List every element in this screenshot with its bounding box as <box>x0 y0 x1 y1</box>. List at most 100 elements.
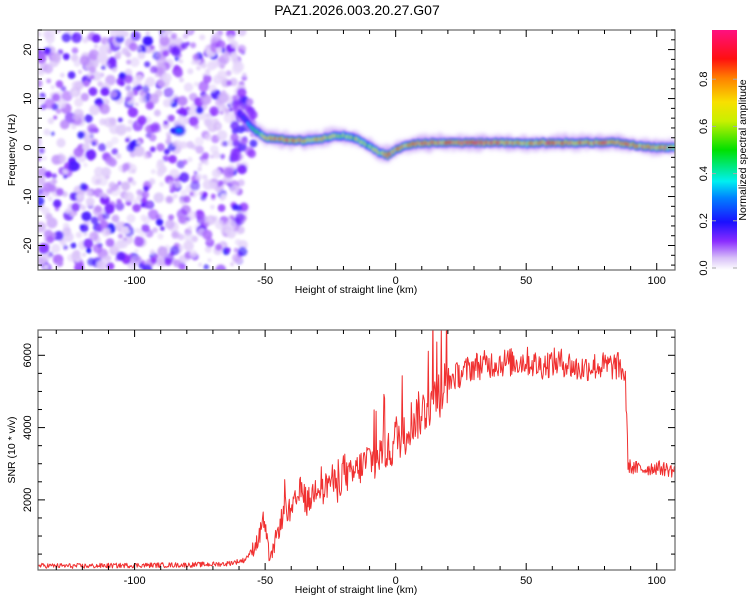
noise-blob <box>197 166 202 172</box>
noise-blob <box>189 191 195 197</box>
x-tick-label: 100 <box>648 575 666 587</box>
noise-blob <box>80 92 90 102</box>
noise-blob <box>115 221 124 230</box>
noise-blob <box>70 54 79 62</box>
noise-blob <box>38 221 47 233</box>
noise-blob <box>187 156 193 163</box>
noise-blob <box>216 47 223 54</box>
noise-blob <box>59 119 70 130</box>
noise-blob <box>194 136 204 146</box>
colorbar-tick-label: 0.6 <box>698 119 710 134</box>
noise-blob <box>81 252 87 257</box>
noise-blob <box>222 140 229 147</box>
noise-blob <box>168 154 177 164</box>
noise-blob <box>199 34 206 41</box>
noise-blob <box>46 78 52 84</box>
snr-panel: -100 -50 0 50 100 2000 4000 6000 Height of stra… <box>6 329 676 596</box>
noise-blob <box>67 71 76 79</box>
noise-blob <box>53 199 62 208</box>
noise-blob <box>92 243 103 254</box>
y-tick-label: 0 <box>22 144 34 150</box>
noise-blob <box>109 185 121 197</box>
noise-blob <box>171 231 179 239</box>
noise-blob <box>89 231 99 241</box>
noise-blob <box>50 131 55 136</box>
noise-blob <box>148 178 156 185</box>
noise-blob <box>220 197 225 202</box>
noise-blob <box>126 214 136 223</box>
snr-frame <box>37 329 676 571</box>
noise-blob <box>60 72 65 78</box>
noise-blob <box>98 143 107 152</box>
noise-blob <box>137 115 147 126</box>
colorbar-tick-label: 0.4 <box>698 166 710 181</box>
noise-blob <box>109 123 120 135</box>
noise-blob <box>156 143 165 152</box>
noise-blob <box>123 191 135 203</box>
noise-blob <box>141 191 150 199</box>
noise-blob <box>161 72 172 84</box>
noise-blob <box>128 42 138 52</box>
noise-blob <box>43 264 49 270</box>
noise-blob <box>144 61 151 68</box>
noise-blob <box>179 172 190 183</box>
noise-blob <box>142 35 153 47</box>
noise-blob <box>230 51 238 60</box>
noise-blob <box>145 132 151 138</box>
noise-blob <box>38 31 42 37</box>
noise-blob <box>93 44 98 49</box>
x-tick-label: -100 <box>124 275 146 287</box>
noise-blob <box>56 30 62 34</box>
noise-blob <box>164 148 170 155</box>
chart-title: PAZ1.2026.003.20.27.G07 <box>274 2 440 18</box>
noise-blob <box>54 206 60 212</box>
x-tick-label: -100 <box>124 575 146 587</box>
noise-blob <box>128 253 133 258</box>
noise-blob <box>38 243 50 254</box>
noise-blob <box>147 153 152 158</box>
noise-blob <box>116 51 122 57</box>
noise-blob <box>147 209 159 221</box>
noise-blob <box>55 188 64 196</box>
noise-blob <box>64 232 74 243</box>
noise-blob <box>187 226 193 231</box>
noise-blob <box>156 159 164 167</box>
noise-blob <box>129 57 140 68</box>
noise-blob <box>73 147 84 158</box>
noise-blob <box>187 68 194 75</box>
noise-blob <box>132 203 141 213</box>
noise-blob <box>47 117 55 125</box>
noise-blob <box>192 53 200 61</box>
noise-blob <box>162 49 170 57</box>
noise-blob <box>153 192 165 203</box>
noise-blob <box>61 90 73 102</box>
noise-blob <box>237 164 248 175</box>
noise-blob <box>236 162 241 167</box>
noise-blob <box>178 215 187 224</box>
noise-blob <box>63 174 68 179</box>
noise-blob <box>152 227 158 233</box>
noise-blob <box>88 49 100 61</box>
noise-blob <box>38 138 43 146</box>
noise-speckle <box>38 30 258 270</box>
noise-blob <box>87 123 98 134</box>
noise-blob <box>229 152 240 162</box>
noise-blob <box>205 71 210 76</box>
noise-blob <box>182 159 188 165</box>
y-tick-label: -20 <box>22 238 34 254</box>
noise-blob <box>240 137 249 145</box>
noise-blob <box>109 30 119 37</box>
noise-blob <box>201 152 210 160</box>
noise-blob <box>177 95 188 107</box>
colorbar-ticks: 0.0 0.2 0.4 0.6 0.8 <box>698 72 737 276</box>
noise-blob <box>54 230 64 241</box>
noise-blob <box>61 32 72 43</box>
noise-blob <box>177 233 185 241</box>
noise-blob <box>168 180 173 186</box>
noise-blob <box>83 232 88 237</box>
noise-blob <box>190 180 200 191</box>
noise-blob <box>202 229 213 240</box>
noise-blob <box>51 93 61 102</box>
noise-blob <box>237 179 245 187</box>
